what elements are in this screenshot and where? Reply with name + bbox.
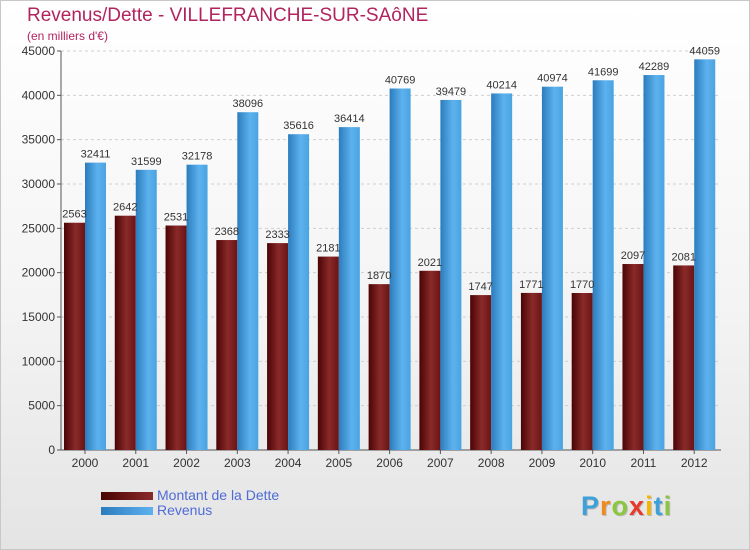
data-label-revenus: 40974 bbox=[537, 73, 568, 85]
legend-label-revenus: Revenus bbox=[157, 502, 213, 518]
y-tick-label: 20000 bbox=[22, 266, 56, 280]
data-label-revenus: 40214 bbox=[486, 79, 517, 91]
bar-dette bbox=[317, 256, 339, 450]
x-tick-label: 2008 bbox=[478, 456, 505, 470]
y-tick-label: 0 bbox=[48, 443, 55, 457]
chart-subtitle: (en milliers d'€) bbox=[27, 29, 108, 43]
data-label-dette: 2642 bbox=[113, 202, 137, 214]
logo-letter: i bbox=[645, 491, 654, 521]
x-tick-label: 2003 bbox=[224, 456, 251, 470]
data-label-revenus: 38096 bbox=[233, 98, 264, 110]
proxiti-logo: Proxiti bbox=[581, 491, 672, 522]
data-label-dette: 2081 bbox=[671, 251, 695, 263]
data-label-dette: 2368 bbox=[215, 226, 239, 238]
data-label-revenus: 35616 bbox=[283, 120, 314, 132]
x-tick-label: 2012 bbox=[681, 456, 708, 470]
data-label-revenus: 32411 bbox=[81, 149, 111, 161]
data-label-dette: 2097 bbox=[621, 250, 645, 262]
bar-revenus bbox=[186, 164, 208, 450]
data-label-revenus: 44059 bbox=[689, 45, 720, 57]
bar-revenus bbox=[592, 80, 614, 451]
bar-revenus bbox=[643, 75, 665, 450]
logo-letter: i bbox=[663, 491, 673, 521]
data-label-dette: 1770 bbox=[570, 279, 594, 291]
bar-dette bbox=[622, 264, 644, 450]
legend-swatch-revenus bbox=[101, 507, 153, 515]
data-label-dette: 2021 bbox=[418, 257, 442, 269]
bar-revenus bbox=[694, 59, 716, 450]
data-label-dette: 1747 bbox=[468, 281, 492, 293]
bar-revenus bbox=[237, 112, 259, 451]
data-label-revenus: 39479 bbox=[436, 86, 467, 98]
x-tick-label: 2004 bbox=[275, 456, 302, 470]
bar-revenus bbox=[288, 134, 310, 450]
data-labels: 2563 32411 2642 31599 2531 32178 2368 38096 2333… bbox=[62, 45, 720, 293]
logo-letter: r bbox=[600, 491, 612, 521]
bar-dette bbox=[114, 215, 136, 450]
x-tick-label: 2010 bbox=[579, 456, 606, 470]
legend-item-dette: Montant de la Dette bbox=[101, 487, 401, 503]
data-label-dette: 2181 bbox=[316, 243, 340, 255]
bars bbox=[64, 59, 716, 451]
bar-revenus bbox=[389, 88, 411, 451]
data-label-revenus: 31599 bbox=[131, 156, 162, 168]
data-label-dette: 1771 bbox=[519, 279, 543, 291]
data-label-dette: 2333 bbox=[265, 229, 289, 241]
data-label-revenus: 42289 bbox=[639, 61, 670, 73]
data-label-dette: 2563 bbox=[62, 209, 86, 221]
bar-revenus bbox=[85, 162, 106, 450]
y-tick-label: 5000 bbox=[28, 399, 55, 413]
logo-letter: t bbox=[653, 491, 664, 521]
legend-item-revenus: Revenus bbox=[101, 502, 401, 518]
logo-letter: o bbox=[611, 491, 630, 521]
legend-label-dette: Montant de la Dette bbox=[157, 487, 280, 503]
x-tick-label: 2011 bbox=[631, 456, 657, 470]
axes: 0 5000 10000 15000 20000 25000 30000 35000 40000… bbox=[22, 44, 721, 470]
bar-dette bbox=[571, 293, 593, 450]
bar-dette bbox=[419, 270, 441, 450]
logo-letter: x bbox=[629, 491, 646, 521]
bar-dette bbox=[673, 265, 695, 450]
legend-swatch-dette bbox=[101, 492, 153, 500]
bar-dette bbox=[216, 240, 238, 450]
data-label-dette: 2531 bbox=[164, 212, 188, 224]
y-tick-label: 15000 bbox=[22, 310, 56, 324]
bar-dette bbox=[165, 225, 187, 450]
x-tick-label: 2001 bbox=[122, 456, 149, 470]
bar-revenus bbox=[135, 169, 157, 450]
bar-dette bbox=[520, 292, 542, 450]
data-label-revenus: 32178 bbox=[182, 151, 213, 163]
data-label-revenus: 40769 bbox=[385, 75, 416, 87]
data-label-dette: 1870 bbox=[367, 270, 391, 282]
bar-revenus bbox=[491, 93, 513, 451]
bar-dette bbox=[64, 222, 85, 450]
bar-revenus bbox=[338, 127, 360, 450]
y-tick-label: 40000 bbox=[22, 88, 56, 102]
x-tick-label: 2000 bbox=[72, 456, 99, 470]
bar-revenus bbox=[440, 99, 462, 450]
data-label-revenus: 41699 bbox=[588, 66, 619, 78]
x-tick-label: 2009 bbox=[529, 456, 556, 470]
y-tick-label: 45000 bbox=[22, 44, 56, 58]
bar-revenus bbox=[541, 86, 563, 450]
y-tick-label: 35000 bbox=[22, 133, 56, 147]
x-tick-label: 2005 bbox=[325, 456, 352, 470]
bar-dette bbox=[470, 295, 492, 450]
x-tick-label: 2006 bbox=[376, 456, 403, 470]
y-tick-label: 10000 bbox=[22, 354, 56, 368]
x-tick-label: 2007 bbox=[427, 456, 454, 470]
data-label-revenus: 36414 bbox=[334, 113, 365, 125]
y-tick-label: 25000 bbox=[22, 221, 56, 235]
bar-dette bbox=[267, 243, 289, 450]
chart-title: Revenus/Dette - VILLEFRANCHE-SUR-SAôNE bbox=[27, 5, 429, 26]
y-tick-label: 30000 bbox=[22, 177, 56, 191]
logo-letter: P bbox=[581, 491, 601, 521]
x-tick-label: 2002 bbox=[173, 456, 200, 470]
bar-dette bbox=[368, 284, 390, 450]
